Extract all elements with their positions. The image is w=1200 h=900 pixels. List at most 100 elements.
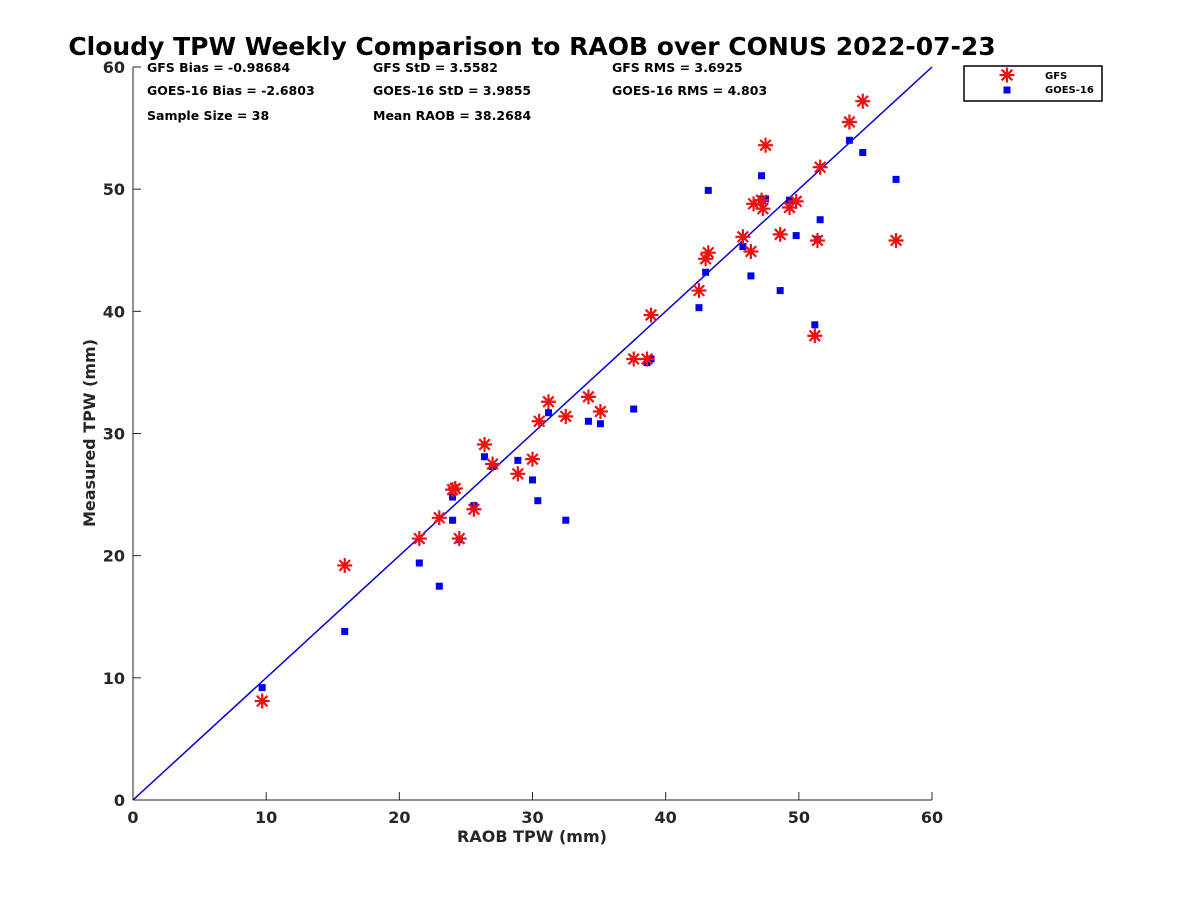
- legend-box: [963, 65, 1103, 102]
- goes16-point: [415, 559, 423, 567]
- gfs-point: [626, 351, 642, 367]
- stat-mean-raob: Mean RAOB = 38.2684: [373, 108, 531, 123]
- gfs-point: [580, 389, 596, 405]
- stats-block: GFS Bias = -0.98684 GFS StD = 3.5582 GFS…: [147, 60, 767, 123]
- goes16-point: [845, 136, 853, 144]
- gfs-point: [841, 114, 857, 130]
- gfs-point: [788, 193, 804, 209]
- goes16-point: [529, 476, 536, 484]
- goes16-point: [449, 516, 457, 524]
- gfs-point: [525, 451, 540, 467]
- gfs-point: [758, 137, 774, 153]
- gfs-point: [639, 351, 655, 367]
- goes16-point: [630, 405, 638, 413]
- goes16-point: [584, 417, 592, 425]
- y-tick-label: 30: [103, 425, 125, 444]
- gfs-point: [888, 232, 904, 248]
- goes16-point: [739, 243, 747, 251]
- goes16-point: [544, 409, 552, 417]
- gfs-point: [643, 307, 659, 323]
- legend-gfs-asterisk: [999, 67, 1015, 83]
- x-tick-label: 30: [521, 808, 543, 827]
- x-tick-label: 50: [788, 808, 810, 827]
- stat-sample-size: Sample Size = 38: [147, 108, 269, 123]
- goes16-point: [747, 272, 755, 280]
- gfs-point: [411, 531, 427, 547]
- gfs-point: [691, 283, 707, 299]
- gfs-point: [451, 531, 467, 547]
- goes16-point: [892, 175, 900, 183]
- gfs-point: [812, 159, 828, 175]
- gfs-point: [855, 93, 871, 109]
- gfs-point: [558, 408, 574, 424]
- x-tick-label: 20: [388, 808, 410, 827]
- gfs-point: [447, 480, 463, 496]
- goes16-point: [762, 195, 770, 203]
- goes16-point: [816, 216, 824, 224]
- y-tick-label: 40: [103, 302, 125, 321]
- stat-gfs-bias: GFS Bias = -0.98684: [147, 60, 290, 75]
- gfs-point: [466, 501, 482, 517]
- goes16-point: [704, 186, 712, 194]
- gfs-point: [755, 201, 771, 217]
- y-axis-label: Measured TPW (mm): [80, 339, 99, 527]
- goes16-point: [258, 684, 266, 692]
- gfs-point: [782, 199, 798, 215]
- x-tick-label: 10: [255, 808, 277, 827]
- stat-goes-rms: GOES-16 RMS = 4.803: [612, 83, 767, 98]
- x-tick-label: 60: [921, 808, 943, 827]
- axis-ticks: 0 10 20 30 40 50 60 0 10 20 30 40 50 60: [103, 58, 943, 827]
- goes16-point: [702, 268, 710, 276]
- goes16-point: [534, 497, 542, 505]
- goes16-point: [811, 321, 819, 329]
- goes16-point: [596, 420, 604, 428]
- gfs-point: [754, 192, 770, 208]
- goes16-point: [435, 582, 443, 590]
- goes16-point: [792, 232, 800, 240]
- y-tick-label: 10: [103, 669, 125, 688]
- gfs-point: [431, 510, 447, 526]
- chart-title: Cloudy TPW Weekly Comparison to RAOB ove…: [68, 32, 995, 61]
- goes16-point: [776, 287, 784, 295]
- legend-goes-label: GOES-16: [1045, 85, 1094, 96]
- x-axis-label: RAOB TPW (mm): [457, 827, 607, 846]
- goes16-point: [859, 149, 867, 157]
- gfs-point: [746, 196, 762, 212]
- gfs-point: [743, 243, 759, 259]
- one-to-one-line: [132, 66, 933, 801]
- x-tick-label: 0: [127, 808, 138, 827]
- gfs-point: [592, 404, 608, 420]
- legend: GFS GOES-16: [963, 65, 1103, 102]
- goes16-point: [341, 627, 349, 635]
- stat-goes-std: GOES-16 StD = 3.9855: [373, 83, 531, 98]
- gfs-point: [540, 394, 556, 410]
- legend-gfs-label: GFS: [1045, 71, 1067, 82]
- gfs-point: [809, 232, 825, 248]
- y-tick-label: 60: [103, 58, 125, 77]
- goes16-point: [758, 172, 766, 180]
- gfs-point: [735, 229, 751, 245]
- goes16-point: [514, 456, 522, 464]
- data-points: [254, 93, 904, 709]
- y-tick-label: 50: [103, 180, 125, 199]
- gfs-point: [510, 466, 526, 482]
- gfs-point: [485, 456, 501, 472]
- y-tick-label: 20: [103, 547, 125, 566]
- stat-gfs-std: GFS StD = 3.5582: [373, 60, 498, 75]
- y-tick-label: 0: [114, 791, 125, 810]
- gfs-point: [807, 328, 823, 344]
- gfs-point: [531, 413, 547, 429]
- goes16-point: [481, 453, 489, 461]
- gfs-point: [337, 557, 353, 573]
- stat-gfs-rms: GFS RMS = 3.6925: [612, 60, 743, 75]
- gfs-point: [698, 251, 714, 267]
- gfs-point: [700, 245, 716, 261]
- legend-gfs-marker: [999, 67, 1015, 83]
- gfs-point: [477, 436, 493, 452]
- x-tick-label: 40: [655, 808, 677, 827]
- gfs-point: [254, 693, 270, 709]
- goes16-point: [562, 516, 570, 524]
- stat-goes-bias: GOES-16 Bias = -2.6803: [147, 83, 315, 98]
- goes16-point: [695, 304, 703, 312]
